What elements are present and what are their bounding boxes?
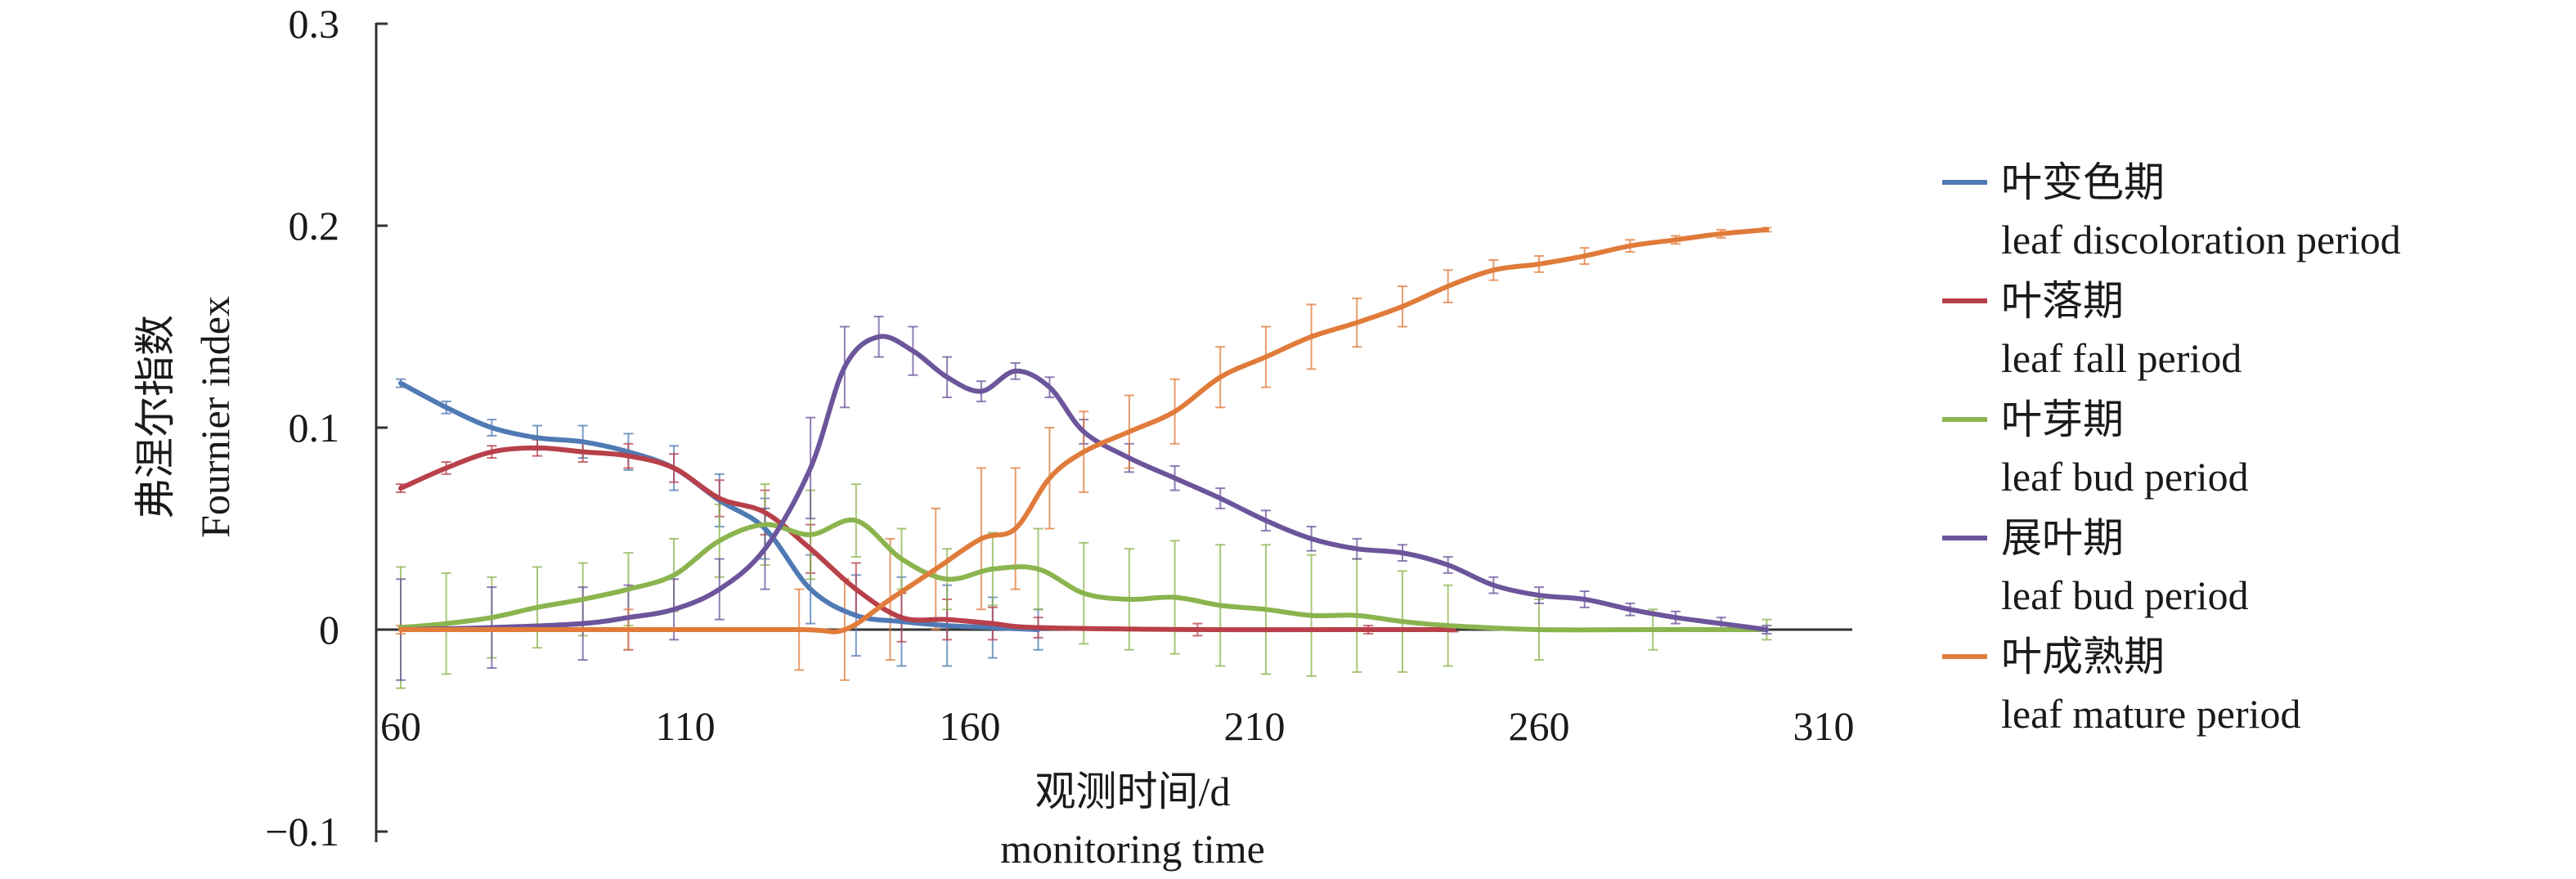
x-axis-label-en: monitoring time bbox=[1000, 826, 1265, 872]
y-tick-label: 0.1 bbox=[289, 405, 340, 451]
x-tick-label: 110 bbox=[655, 703, 715, 749]
legend-label-cn: 叶芽期 bbox=[2001, 397, 2124, 442]
series-line-4 bbox=[398, 334, 1770, 632]
x-axis-label-cn: 观测时间/d bbox=[1035, 769, 1231, 814]
series-lines bbox=[398, 226, 1770, 635]
x-tick-label: 210 bbox=[1224, 703, 1286, 749]
x-tick-label: 160 bbox=[940, 703, 1001, 749]
legend-label-cn: 叶变色期 bbox=[2001, 159, 2165, 205]
x-tick-label: 310 bbox=[1793, 703, 1855, 749]
y-axis-label-cn: 弗涅尔指数 bbox=[132, 315, 178, 519]
y-tick-label: 0.3 bbox=[289, 1, 340, 47]
legend-label-en: leaf bud period bbox=[2001, 572, 2249, 618]
legend-label-en: leaf discoloration period bbox=[2001, 217, 2401, 262]
legend-label-en: leaf mature period bbox=[2001, 691, 2300, 737]
plot-area bbox=[375, 23, 1852, 842]
series-line-2 bbox=[398, 445, 1456, 633]
legend-label-cn: 叶落期 bbox=[2001, 278, 2124, 324]
series-line-3 bbox=[398, 517, 1770, 633]
x-tick-label: 60 bbox=[380, 703, 421, 749]
y-axis-ticks: 0.3 0.2 0.1 0 −0.1 bbox=[265, 1, 388, 854]
legend-label-en: leaf fall period bbox=[2001, 335, 2242, 381]
legend: 叶变色期 leaf discoloration period 叶落期 leaf fal… bbox=[1942, 159, 2401, 737]
legend-label-cn: 展叶期 bbox=[2001, 515, 2124, 561]
y-tick-label: −0.1 bbox=[265, 809, 339, 854]
series-line-5 bbox=[398, 226, 1770, 635]
x-tick-label: 260 bbox=[1509, 703, 1570, 749]
legend-label-cn: 叶成熟期 bbox=[2001, 634, 2165, 679]
legend-label-en: leaf bud period bbox=[2001, 454, 2249, 500]
y-tick-label: 0.2 bbox=[289, 203, 340, 249]
y-axis-label-en: Fournier index bbox=[192, 296, 238, 538]
y-tick-label: 0 bbox=[319, 607, 339, 653]
x-axis-tick-labels: 60 110 160 210 260 310 bbox=[380, 703, 1855, 749]
